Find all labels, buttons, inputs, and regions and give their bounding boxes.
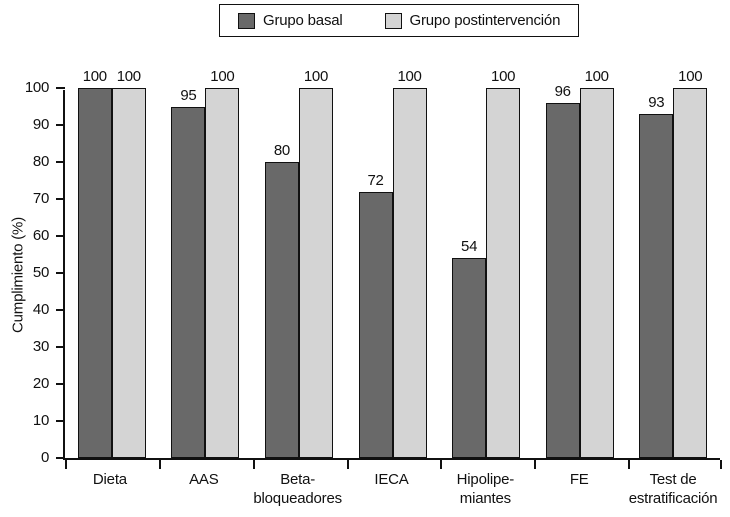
bar-group: 80 100 xyxy=(252,68,346,458)
category-label: Dieta xyxy=(63,470,157,508)
legend-item: Grupo postintervención xyxy=(384,12,561,29)
x-tick xyxy=(346,460,349,469)
bar-group: 95 100 xyxy=(159,68,253,458)
plot-area: 0 10 20 30 40 50 60 70 80 90 100 100 100 95 100 80 100 7… xyxy=(25,68,722,469)
y-tick xyxy=(56,346,65,348)
category-label-line: Beta- xyxy=(280,471,316,488)
category-label-line: Hipolipe- xyxy=(456,471,515,488)
y-tick-label: 30 xyxy=(32,338,49,355)
bar-grupo-basal: 96 xyxy=(545,83,580,458)
legend-label: Grupo postintervención xyxy=(409,12,561,29)
y-tick-label: 80 xyxy=(32,153,49,170)
x-tick xyxy=(628,460,631,469)
bar-grupo-basal: 54 xyxy=(452,238,487,458)
category-label-line: estratificación xyxy=(628,490,718,507)
legend: Grupo basal Grupo postintervención xyxy=(219,4,580,37)
bar-value-label: 72 xyxy=(367,171,384,189)
bar-grupo-postintervencion: 100 xyxy=(673,68,708,458)
bar-value-label: 100 xyxy=(210,68,235,85)
bar-value-label: 100 xyxy=(678,68,703,85)
y-tick xyxy=(56,309,65,311)
bar-grupo-postintervencion: 100 xyxy=(486,68,521,458)
bar-value-label: 100 xyxy=(116,68,141,85)
y-tick-label: 90 xyxy=(32,116,49,133)
bar-value-label: 100 xyxy=(397,68,422,85)
bar-grupo-postintervencion: 100 xyxy=(392,68,427,458)
bar-grupo-basal: 72 xyxy=(358,172,393,458)
y-tick xyxy=(56,87,65,89)
category-label-line: Test de xyxy=(649,471,697,488)
y-tick xyxy=(56,383,65,385)
y-tick xyxy=(56,272,65,274)
y-tick-label: 60 xyxy=(32,227,49,244)
bar-value-label: 100 xyxy=(303,68,329,85)
category-label: Test de estratificación xyxy=(626,470,720,508)
y-tick-label: 70 xyxy=(32,190,49,207)
bar-grupo-postintervencion: 100 xyxy=(205,68,240,458)
y-tick xyxy=(56,124,65,126)
bar-value-label: 96 xyxy=(554,82,571,100)
bar-value-label: 54 xyxy=(461,238,478,256)
y-tick-label: 10 xyxy=(32,412,49,429)
category-label-line: bloqueadores xyxy=(253,490,342,507)
bar-groups: 100 100 95 100 80 100 72 100 54 100 96 100 93 100 xyxy=(65,68,720,458)
x-tick xyxy=(252,460,255,469)
category-label-line: IECA xyxy=(374,471,409,488)
bar-value-label: 93 xyxy=(648,93,665,111)
category-label: Beta-bloqueadores xyxy=(251,470,345,508)
x-tick xyxy=(440,460,443,469)
y-tick xyxy=(56,198,65,200)
x-tick xyxy=(65,460,67,469)
category-label-line: miantes xyxy=(459,490,511,507)
bar-grupo-postintervencion: 100 xyxy=(111,68,146,458)
category-label-line: FE xyxy=(569,471,589,488)
category-label: AAS xyxy=(157,470,251,508)
bar-value-label: 100 xyxy=(584,68,609,85)
bar-group: 54 100 xyxy=(439,68,533,458)
bar-group: 72 100 xyxy=(346,68,440,458)
y-tick-label: 40 xyxy=(32,301,49,318)
category-labels: Dieta AAS Beta-bloqueadores IECA Hipolipe-mi… xyxy=(63,470,720,508)
bar-group: 93 100 xyxy=(626,68,720,458)
legend-swatch xyxy=(384,12,402,29)
legend-swatch xyxy=(238,12,255,29)
bar-value-label: 80 xyxy=(273,142,290,159)
category-label-line: AAS xyxy=(189,471,219,488)
category-label: Hipolipe-miantes xyxy=(438,470,532,508)
bar-value-label: 100 xyxy=(82,68,107,85)
bar-grupo-basal: 95 xyxy=(171,87,206,458)
y-tick-label: 100 xyxy=(24,79,49,96)
y-tick xyxy=(56,457,65,459)
bar-grupo-basal: 80 xyxy=(264,142,299,458)
category-label: FE xyxy=(532,470,626,508)
y-tick-label: 20 xyxy=(32,375,49,392)
legend-item: Grupo basal xyxy=(238,12,343,29)
y-tick xyxy=(56,235,65,237)
bar-grupo-postintervencion: 100 xyxy=(298,68,333,458)
category-label: IECA xyxy=(345,470,439,508)
legend-label: Grupo basal xyxy=(263,12,343,29)
category-label-line: Dieta xyxy=(92,471,127,488)
x-tick xyxy=(158,460,161,469)
bar-group: 100 100 xyxy=(65,68,159,458)
bar-grupo-basal: 93 xyxy=(639,94,674,458)
y-tick xyxy=(56,420,65,422)
x-tick xyxy=(534,460,537,469)
bar-grupo-basal: 100 xyxy=(77,68,112,458)
y-tick-label: 50 xyxy=(32,264,49,281)
bar-group: 96 100 xyxy=(533,68,627,458)
y-tick-label: 0 xyxy=(40,449,49,466)
x-tick xyxy=(720,460,722,469)
bar-grupo-postintervencion: 100 xyxy=(579,68,614,458)
bar-value-label: 100 xyxy=(491,68,516,85)
bar-value-label: 95 xyxy=(180,86,197,104)
y-tick xyxy=(56,161,65,163)
